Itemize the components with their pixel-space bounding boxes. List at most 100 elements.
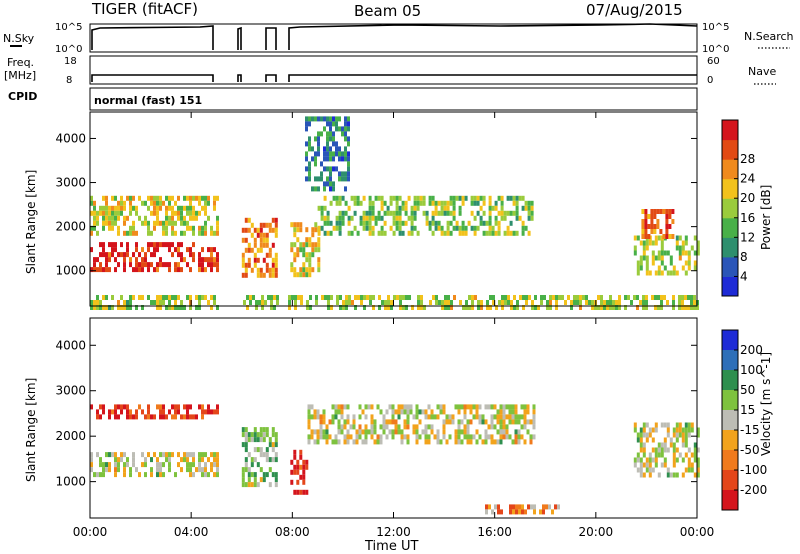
power-echo-cell	[162, 262, 165, 268]
velocity-echo-cell	[406, 439, 410, 445]
power-echo-cell	[305, 227, 309, 233]
power-echo-cell	[344, 156, 347, 162]
velocity-echo-cell	[204, 452, 207, 458]
power-echo-cell	[461, 225, 465, 231]
power-echo-cell	[618, 300, 621, 305]
velocity-echo-cell	[454, 429, 458, 435]
power-echo-cell	[323, 230, 327, 236]
power-echo-cell	[618, 305, 621, 310]
power-echo-cell	[338, 225, 342, 231]
velocity-echo-cell	[484, 419, 488, 425]
power-echo-cell	[347, 220, 351, 226]
velocity-echo-cell	[675, 437, 679, 443]
velocity-echo-cell	[177, 404, 180, 410]
power-echo-cell	[485, 230, 489, 236]
velocity-echo-cell	[663, 447, 667, 453]
velocity-echo-cell	[436, 434, 440, 440]
power-echo-cell	[476, 210, 480, 216]
velocity-echo-cell	[331, 439, 335, 445]
power-echo-cell	[669, 255, 673, 261]
power-echo-cell	[648, 240, 652, 246]
power-echo-cell	[273, 295, 276, 300]
velocity-echo-cell	[669, 442, 673, 448]
velocity-echo-cell	[307, 404, 311, 410]
power-echo-cell	[651, 240, 655, 246]
power-echo-cell	[308, 141, 311, 147]
power-echo-cell	[117, 230, 120, 236]
power-echo-cell	[416, 195, 420, 201]
power-echo-cell	[675, 270, 679, 276]
velocity-echo-cell	[111, 452, 114, 458]
velocity-echo-cell	[376, 439, 380, 445]
power-echo-cell	[471, 305, 474, 310]
velocity-echo-cell	[490, 434, 494, 440]
power-echo-cell	[341, 176, 344, 182]
power-echo-cell	[666, 300, 669, 305]
power-echo-cell	[642, 245, 646, 251]
power-echo-cell	[186, 225, 189, 231]
velocity-echo-cell	[114, 462, 117, 468]
power-echo-cell	[244, 262, 248, 268]
velocity-echo-cell	[201, 472, 204, 478]
power-echo-cell	[302, 262, 306, 268]
velocity-echo-cell	[132, 462, 135, 468]
power-echo-cell	[156, 295, 159, 300]
velocity-echo-cell	[379, 434, 383, 440]
power-echo-cell	[549, 295, 552, 300]
velocity-echo-cell	[349, 434, 353, 440]
velocity-echo-cell	[520, 414, 524, 420]
velocity-colorbar-tick-label: -15	[740, 423, 760, 437]
velocity-echo-cell	[415, 429, 419, 435]
velocity-echo-cell	[397, 424, 401, 430]
power-echo-cell	[395, 220, 399, 226]
power-echo-cell	[371, 210, 375, 216]
power-echo-cell	[120, 210, 123, 216]
power-echo-cell	[120, 205, 123, 211]
velocity-echo-cell	[427, 404, 431, 410]
power-echo-cell	[630, 300, 633, 305]
velocity-colorbar-segment	[722, 370, 738, 391]
power-echo-cell	[651, 255, 655, 261]
velocity-echo-cell	[497, 509, 500, 515]
velocity-echo-cell	[241, 432, 245, 438]
power-echo-cell	[171, 225, 174, 231]
power-echo-cell	[488, 200, 492, 206]
power-echo-cell	[189, 195, 192, 201]
power-echo-cell	[308, 252, 312, 258]
velocity-echo-cell	[274, 472, 278, 478]
power-echo-cell	[687, 265, 691, 271]
power-echo-cell	[465, 300, 468, 305]
power-echo-cell	[93, 257, 96, 263]
power-echo-cell	[341, 220, 345, 226]
power-echo-cell	[500, 200, 504, 206]
power-echo-cell	[192, 225, 195, 231]
power-echo-cell	[294, 295, 297, 300]
power-echo-cell	[253, 242, 257, 248]
velocity-echo-cell	[102, 467, 105, 473]
power-echo-cell	[497, 210, 501, 216]
power-echo-cell	[510, 300, 513, 305]
velocity-echo-cell	[93, 472, 96, 478]
power-echo-cell	[540, 295, 543, 300]
power-echo-cell	[93, 225, 96, 231]
power-echo-cell	[311, 232, 315, 238]
power-echo-cell	[479, 205, 483, 211]
velocity-echo-cell	[442, 419, 446, 425]
power-echo-cell	[147, 262, 150, 268]
velocity-echo-cell	[307, 409, 311, 415]
velocity-echo-cell	[436, 414, 440, 420]
power-echo-cell	[344, 151, 347, 157]
power-echo-cell	[474, 295, 477, 300]
velocity-echo-cell	[514, 429, 518, 435]
power-echo-cell	[244, 237, 248, 243]
velocity-echo-cell	[331, 414, 335, 420]
velocity-echo-cell	[337, 419, 341, 425]
power-echo-cell	[471, 300, 474, 305]
power-echo-cell	[150, 210, 153, 216]
velocity-echo-cell	[526, 409, 530, 415]
power-echo-cell	[156, 205, 159, 211]
velocity-echo-cell	[319, 419, 323, 425]
power-echo-cell	[341, 171, 344, 177]
power-echo-cell	[210, 305, 213, 310]
power-echo-cell	[123, 267, 126, 273]
